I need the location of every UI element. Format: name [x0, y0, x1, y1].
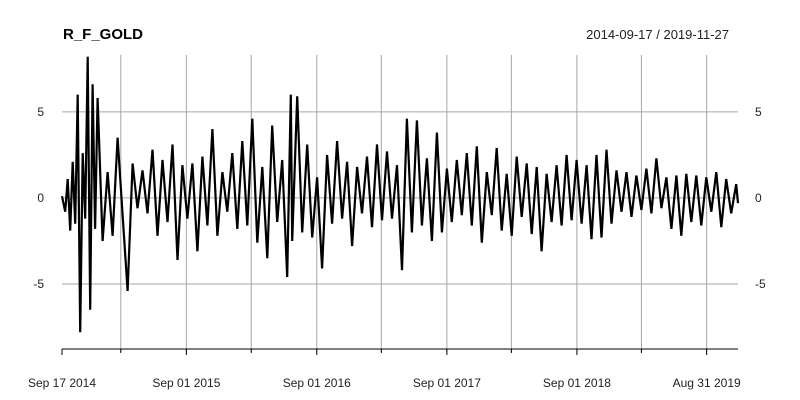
- y-tick-label-right: -5: [755, 277, 766, 291]
- y-tick-label-right: 0: [755, 191, 762, 205]
- y-tick-label-left: 5: [37, 105, 44, 119]
- x-tick-label: Sep 17 2014: [28, 376, 96, 390]
- y-tick-label-left: 0: [37, 191, 44, 205]
- x-tick-label: Sep 01 2018: [543, 376, 611, 390]
- y-tick-label-left: -5: [33, 277, 44, 291]
- date-range-label: 2014-09-17 / 2019-11-27: [586, 27, 729, 42]
- series-layer: [60, 56, 740, 333]
- x-tick-label: Sep 01 2016: [283, 376, 351, 390]
- axes: Sep 17 2014 Sep 01 2015 Sep 01 2016 Sep 01 …: [28, 105, 766, 390]
- x-tick-label: Sep 01 2015: [152, 376, 220, 390]
- x-tick-label: Sep 01 2017: [413, 376, 481, 390]
- grid-lines: [62, 55, 738, 352]
- y-tick-label-right: 5: [755, 105, 762, 119]
- series-line: [60, 56, 740, 333]
- chart-title: R_F_GOLD: [63, 26, 144, 43]
- x-tick-label: Aug 31 2019: [673, 376, 741, 390]
